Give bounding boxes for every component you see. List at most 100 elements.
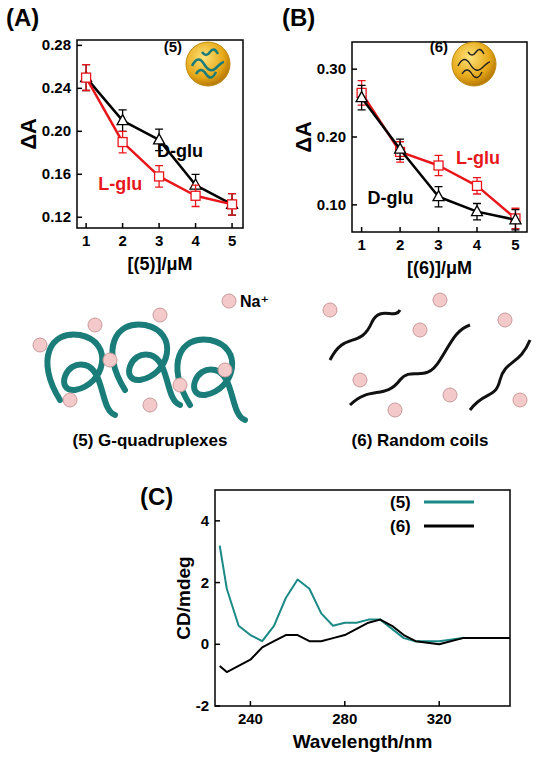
g-quadruplex bbox=[112, 324, 180, 405]
ion bbox=[153, 308, 167, 322]
x-tick-label: 2 bbox=[396, 236, 404, 253]
panel: 123450.120.160.200.240.28[(5)]/μMΔA(A)(5… bbox=[6, 4, 243, 274]
y-axis-title: ΔA bbox=[16, 118, 41, 150]
y-tick-label: 0.10 bbox=[317, 196, 346, 213]
x-tick-label: 5 bbox=[228, 232, 236, 249]
x-tick bbox=[250, 701, 252, 706]
panel: 123450.100.200.30[(6)]/μMΔA(B)(6)L-gluD-… bbox=[282, 4, 527, 278]
strand bbox=[462, 70, 482, 78]
panel-letter: (A) bbox=[6, 4, 39, 31]
error-bar bbox=[435, 155, 443, 175]
ion bbox=[88, 318, 102, 332]
y-tick-label: -2 bbox=[196, 697, 209, 714]
g-quadruplex bbox=[47, 334, 115, 415]
x-tick bbox=[231, 223, 233, 228]
strand bbox=[202, 49, 218, 55]
random-coil bbox=[470, 340, 530, 410]
ion bbox=[143, 398, 157, 412]
annotation: (5) bbox=[164, 38, 182, 55]
ion bbox=[433, 293, 447, 307]
x-tick-label: 2 bbox=[118, 232, 126, 249]
x-tick-label: 280 bbox=[332, 710, 357, 727]
error-bar bbox=[155, 166, 163, 187]
marker bbox=[82, 73, 91, 82]
marker bbox=[472, 206, 483, 216]
sphere-icon bbox=[452, 42, 496, 86]
x-tick-label: 3 bbox=[434, 236, 442, 253]
y-tick bbox=[215, 520, 220, 522]
legend-label: (5) bbox=[390, 493, 411, 512]
panel: 240 280 320 -2 0 2 4 Wavelength/nm CD/mdeg (C) (5)… bbox=[140, 483, 510, 752]
marker bbox=[433, 191, 444, 201]
error-bar bbox=[192, 185, 200, 206]
series-label: L-glu bbox=[98, 174, 142, 194]
marker bbox=[191, 191, 200, 200]
panel-letter: (B) bbox=[282, 4, 315, 31]
x-tick bbox=[195, 223, 197, 228]
data-group bbox=[356, 81, 521, 230]
y-tick bbox=[352, 204, 357, 206]
strand bbox=[458, 59, 490, 70]
ion bbox=[218, 363, 232, 377]
x-tick-label: 4 bbox=[473, 236, 482, 253]
x-tick bbox=[344, 701, 346, 706]
x-tick-label: 240 bbox=[238, 710, 263, 727]
y-tick-label: 0.30 bbox=[317, 60, 346, 77]
series-line bbox=[86, 78, 232, 205]
legend-swatch bbox=[424, 501, 474, 504]
x-axis-title: Wavelength/nm bbox=[293, 731, 433, 752]
x-axis-title: [(6)]/μM bbox=[407, 258, 472, 278]
y-tick bbox=[352, 136, 357, 138]
legend-label: (6) bbox=[390, 517, 411, 536]
x-tick-label: 1 bbox=[357, 236, 365, 253]
y-tick bbox=[77, 131, 82, 133]
series-line bbox=[220, 620, 510, 672]
marker bbox=[227, 198, 238, 208]
plot-frame bbox=[215, 490, 510, 706]
x-tick bbox=[122, 223, 124, 228]
y-tick-label: 0 bbox=[201, 635, 209, 652]
y-tick bbox=[77, 88, 82, 90]
y-axis-title: CD/mdeg bbox=[173, 556, 194, 639]
error-bar bbox=[228, 194, 236, 215]
marker bbox=[81, 72, 92, 82]
marker bbox=[356, 92, 367, 102]
data-group bbox=[81, 65, 238, 215]
y-tick bbox=[215, 705, 220, 707]
y-tick-label: 0.24 bbox=[42, 79, 72, 96]
random-coil bbox=[330, 310, 400, 360]
series-label: D-glu bbox=[368, 188, 414, 208]
x-tick-label: 1 bbox=[82, 232, 90, 249]
ion bbox=[353, 373, 367, 387]
y-tick-label: 4 bbox=[201, 512, 210, 529]
y-tick-label: 0.20 bbox=[317, 128, 346, 145]
y-tick-label: 2 bbox=[201, 574, 209, 591]
ion bbox=[33, 338, 47, 352]
series-line bbox=[362, 93, 516, 219]
series-label: D-glu bbox=[157, 141, 203, 161]
error-bar bbox=[82, 65, 90, 91]
y-tick-label: 0.16 bbox=[42, 165, 71, 182]
y-axis-title: ΔA bbox=[291, 121, 316, 153]
x-tick-label: 4 bbox=[191, 232, 200, 249]
plot-frame bbox=[77, 40, 243, 228]
x-tick-label: 3 bbox=[155, 232, 163, 249]
error-bar bbox=[228, 194, 236, 215]
ion bbox=[323, 303, 337, 317]
x-tick-label: 320 bbox=[427, 710, 452, 727]
x-tick bbox=[85, 223, 87, 228]
panel-letter: (C) bbox=[140, 483, 173, 510]
random-coil bbox=[350, 325, 470, 405]
plot-frame bbox=[352, 42, 527, 232]
marker bbox=[155, 172, 164, 181]
x-tick bbox=[361, 227, 363, 232]
marker bbox=[511, 214, 520, 223]
y-tick-label: 0.20 bbox=[42, 122, 71, 139]
sphere-icon bbox=[186, 42, 230, 86]
x-tick bbox=[399, 227, 401, 232]
figure: 123450.120.160.200.240.28[(5)]/μMΔA(A)(5… bbox=[0, 0, 547, 774]
ion bbox=[103, 353, 117, 367]
series-label: L-glu bbox=[456, 148, 500, 168]
marker bbox=[473, 181, 482, 190]
y-tick bbox=[77, 45, 82, 47]
